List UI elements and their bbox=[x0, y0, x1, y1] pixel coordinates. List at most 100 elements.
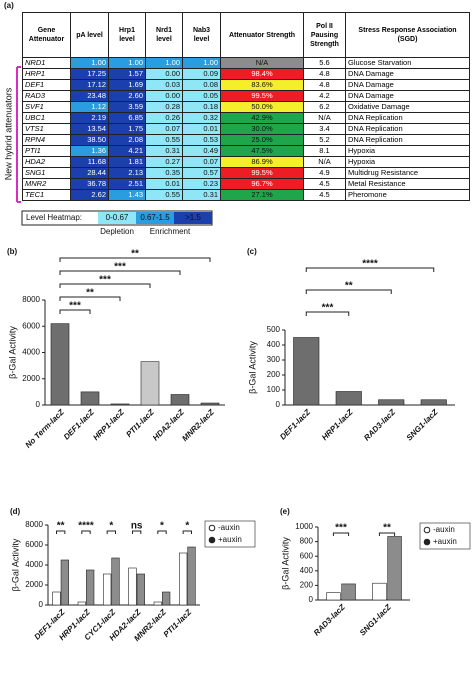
panel-label: (b) bbox=[7, 247, 18, 256]
sig-bracket bbox=[55, 530, 66, 534]
table-cell: 6.85 bbox=[108, 112, 146, 124]
table-cell: 0.03 bbox=[145, 79, 183, 91]
column-header: Attenuator Strength bbox=[220, 12, 304, 58]
bar bbox=[60, 559, 69, 606]
sig-label: *** bbox=[69, 301, 81, 312]
table-cell: 4.8 bbox=[303, 79, 346, 91]
sig-bracket bbox=[332, 532, 350, 536]
table-cell: 0.55 bbox=[145, 134, 183, 146]
table-cell: 4.2 bbox=[303, 90, 346, 102]
table-row: SVF1 1.12 3.59 0.28 0.18 50.0% 6.2 Oxidative Da… bbox=[22, 101, 470, 113]
table-cell: 3.59 bbox=[108, 101, 146, 113]
table-cell: 2.13 bbox=[108, 167, 146, 179]
y-tick-label: 400 bbox=[300, 566, 314, 575]
table-cell: 0.55 bbox=[145, 189, 183, 201]
table-cell: 0.01 bbox=[145, 178, 183, 190]
sig-bracket bbox=[182, 530, 193, 534]
table-cell: PTI1 bbox=[22, 145, 71, 157]
y-tick-label: 2000 bbox=[22, 374, 40, 383]
table-cell: 1.36 bbox=[70, 145, 109, 157]
x-tick-label: HRP1-lacZ bbox=[57, 607, 92, 642]
table-cell: 36.78 bbox=[70, 178, 109, 190]
table-cell: Hypoxia bbox=[345, 145, 470, 157]
table-cell: 50.0% bbox=[220, 101, 304, 113]
table-cell: MNR2 bbox=[22, 178, 71, 190]
table-cell: 17.12 bbox=[70, 79, 109, 91]
legend-swatch bbox=[174, 212, 212, 224]
table-row: HRP1 17.25 1.57 0.00 0.09 98.4% 4.8 DNA Damage bbox=[22, 68, 470, 80]
y-tick-label: 500 bbox=[267, 325, 281, 334]
legend-box bbox=[204, 520, 256, 548]
bar bbox=[420, 399, 447, 406]
y-tick-label: 600 bbox=[300, 551, 314, 560]
table-cell: N/A bbox=[303, 156, 346, 168]
header-row: Gene Attenuator pA level Hrp1 level Nrd1 le… bbox=[22, 12, 470, 58]
column-header: Hrp1 level bbox=[108, 12, 146, 58]
legend-label: -auxin bbox=[218, 523, 240, 532]
sig-label: *** bbox=[335, 523, 347, 534]
y-tick-label: 300 bbox=[267, 355, 281, 364]
sig-label: * bbox=[185, 521, 189, 532]
x-tick-label: DEF1-lacZ bbox=[33, 607, 68, 642]
table-cell: 5.2 bbox=[303, 134, 346, 146]
sig-bracket bbox=[59, 309, 91, 314]
bar bbox=[50, 323, 70, 406]
table-cell: 0.05 bbox=[182, 90, 221, 102]
table-cell: 1.81 bbox=[108, 156, 146, 168]
bar bbox=[153, 601, 162, 606]
column-header: Stress Response Association (SGD) bbox=[345, 12, 470, 58]
panel-label: (c) bbox=[247, 247, 257, 256]
legend-label: -auxin bbox=[433, 525, 455, 534]
table-cell: 4.5 bbox=[303, 189, 346, 201]
sig-bracket bbox=[59, 257, 211, 262]
bar bbox=[140, 361, 160, 406]
table-cell: 1.00 bbox=[108, 57, 146, 69]
table-cell: DNA Damage bbox=[345, 68, 470, 80]
table-cell: 1.12 bbox=[70, 101, 109, 113]
bar bbox=[200, 402, 220, 406]
table-cell: Multidrug Resistance bbox=[345, 167, 470, 179]
table-cell: UBC1 bbox=[22, 112, 71, 124]
table-cell: Oxidative Damage bbox=[345, 101, 470, 113]
bar bbox=[136, 573, 145, 606]
legend-title: Level Heatmap: bbox=[26, 213, 82, 222]
table-cell: 27.1% bbox=[220, 189, 304, 201]
y-tick-label: 4000 bbox=[25, 560, 43, 569]
y-axis-label: β-Gal Activity bbox=[10, 538, 20, 591]
table-body: NRD1 1.00 1.00 1.00 1.00 N/A 5.6 Glucose Starva… bbox=[22, 57, 470, 201]
legend-label: >1.5 bbox=[185, 213, 201, 222]
table-cell: 0.57 bbox=[182, 167, 221, 179]
table-cell: 11.68 bbox=[70, 156, 109, 168]
table-cell: 0.23 bbox=[182, 178, 221, 190]
column-header: Gene Attenuator bbox=[22, 12, 71, 58]
table-cell: 0.32 bbox=[182, 112, 221, 124]
table-cell: TEC1 bbox=[22, 189, 71, 201]
table-cell: 2.08 bbox=[108, 134, 146, 146]
table-cell: 23.48 bbox=[70, 90, 109, 102]
y-tick-label: 0 bbox=[39, 600, 44, 609]
table-cell: 4.21 bbox=[108, 145, 146, 157]
x-tick-label: HRP1-lacZ bbox=[320, 407, 355, 442]
bar bbox=[378, 399, 405, 406]
legend-swatch bbox=[136, 212, 174, 224]
sig-bracket bbox=[131, 530, 142, 534]
bar bbox=[103, 573, 112, 606]
table-cell: 0.27 bbox=[145, 156, 183, 168]
table-cell: 5.6 bbox=[303, 57, 346, 69]
sig-label: ** bbox=[345, 281, 353, 292]
sig-label: **** bbox=[362, 259, 378, 270]
attenuator-table: Gene Attenuator pA level Hrp1 level Nrd1 le… bbox=[22, 12, 470, 201]
bar bbox=[293, 337, 320, 406]
bar bbox=[170, 394, 190, 406]
y-tick-label: 8000 bbox=[22, 295, 40, 304]
table-cell: N/A bbox=[303, 112, 346, 124]
table-cell: 0.01 bbox=[182, 123, 221, 135]
table-cell: N/A bbox=[220, 57, 304, 69]
table-cell: 13.54 bbox=[70, 123, 109, 135]
x-tick-label: RAD3-lacZ bbox=[362, 407, 398, 443]
table-cell: 99.5% bbox=[220, 90, 304, 102]
table-cell: 83.6% bbox=[220, 79, 304, 91]
sig-bracket bbox=[157, 530, 167, 534]
table-cell: 1.57 bbox=[108, 68, 146, 80]
